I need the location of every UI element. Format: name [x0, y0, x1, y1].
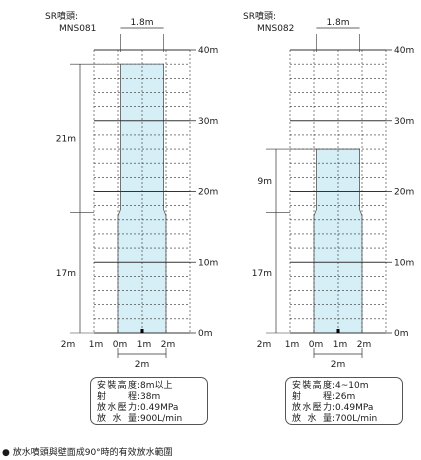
- spec-row: 放水壓力:0.49MPa: [97, 403, 201, 414]
- spec-row: 射 程:38m: [97, 392, 201, 403]
- y-tick-label: 30m: [198, 117, 218, 127]
- nozzle-marker: [140, 329, 144, 333]
- x-tick-label: 2m: [257, 340, 272, 350]
- spec-row: 放水壓力:0.49MPa: [292, 403, 396, 414]
- lower-range-label: 17m: [252, 269, 272, 279]
- x-tick-label: 2m: [161, 340, 176, 350]
- y-tick-label: 30m: [394, 117, 414, 127]
- y-tick-label: 10m: [198, 258, 218, 268]
- spec-value: :0.49MPa: [137, 403, 179, 413]
- nozzle-marker: [336, 329, 340, 333]
- spec-key: 射 程: [97, 392, 137, 402]
- spec-row: 安裝高度:4~10m: [292, 381, 396, 392]
- spec-value: :38m: [137, 392, 161, 402]
- y-tick-label: 40m: [198, 46, 218, 56]
- x-tick-label: 0m: [113, 340, 128, 350]
- spec-key: 安裝高度: [97, 381, 137, 391]
- spec-key: 放 水 量: [292, 414, 332, 424]
- footnote: ● 放水噴頭與壁面成90°時的有效放水範圍: [2, 448, 173, 458]
- spec-row: 射 程:26m: [292, 392, 396, 403]
- spec-row: 放 水 量:900L/min: [97, 414, 201, 425]
- y-tick-label: 40m: [394, 46, 414, 56]
- spec-value: :4~10m: [332, 381, 369, 391]
- spec-key: 射 程: [292, 392, 332, 402]
- y-tick-label: 20m: [198, 188, 218, 198]
- upper-range-label: 9m: [258, 177, 273, 187]
- spec-value: :8m以上: [137, 381, 173, 391]
- header-line2: MNS081: [59, 24, 96, 34]
- header-line1: SR噴頭:: [243, 10, 276, 22]
- y-tick-label: 0m: [198, 329, 213, 339]
- header-line1: SR噴頭:: [45, 10, 78, 22]
- header-line2: MNS082: [257, 24, 294, 34]
- x-tick-label: 1m: [137, 340, 152, 350]
- panel-mns081: SR噴頭: MNS081 1.8m 40m 30m 20m 10m 0m 2m 1m 0m 1m 2m 2…: [45, 10, 218, 370]
- y-tick-label: 20m: [394, 188, 414, 198]
- spec-value: :700L/min: [332, 414, 378, 424]
- y-tick-label: 0m: [394, 329, 409, 339]
- coverage-area: [313, 148, 363, 334]
- spec-box-mns081: 安裝高度:8m以上射 程:38m 放水壓力:0.49MPa 放 水 量:900L/m…: [90, 377, 208, 425]
- x-tick-label: 2m: [61, 340, 76, 350]
- spec-key: 安裝高度: [292, 381, 332, 391]
- spec-value: :900L/min: [137, 414, 183, 424]
- width-label: 1.8m: [130, 18, 153, 28]
- x-tick-label: 2m: [357, 340, 372, 350]
- lower-range-label: 17m: [56, 269, 76, 279]
- x-tick-label: 1m: [285, 340, 300, 350]
- spec-key: 放水壓力: [292, 403, 332, 413]
- bottom-width-label: 2m: [135, 360, 150, 370]
- spec-key: 放水壓力: [97, 403, 137, 413]
- x-tick-label: 0m: [309, 340, 324, 350]
- spec-box-mns082: 安裝高度:4~10m 射 程:26m 放水壓力:0.49MPa 放 水 量:700L/…: [285, 377, 403, 425]
- x-tick-label: 1m: [89, 340, 104, 350]
- upper-range-label: 21m: [56, 134, 76, 144]
- spec-key: 放 水 量: [97, 414, 137, 424]
- spec-row: 安裝高度:8m以上: [97, 381, 201, 392]
- spec-value: :26m: [332, 392, 356, 402]
- width-label: 1.8m: [326, 18, 349, 28]
- bottom-width-label: 2m: [331, 360, 346, 370]
- spec-value: :0.49MPa: [332, 403, 374, 413]
- spec-row: 放 水 量:700L/min: [292, 414, 396, 425]
- x-tick-label: 1m: [333, 340, 348, 350]
- panel-mns082: SR噴頭: MNS082 1.8m 40m 30m 20m 10m 0m 2m 1m 0m 1m 2m 2…: [243, 10, 414, 370]
- y-tick-label: 10m: [394, 258, 414, 268]
